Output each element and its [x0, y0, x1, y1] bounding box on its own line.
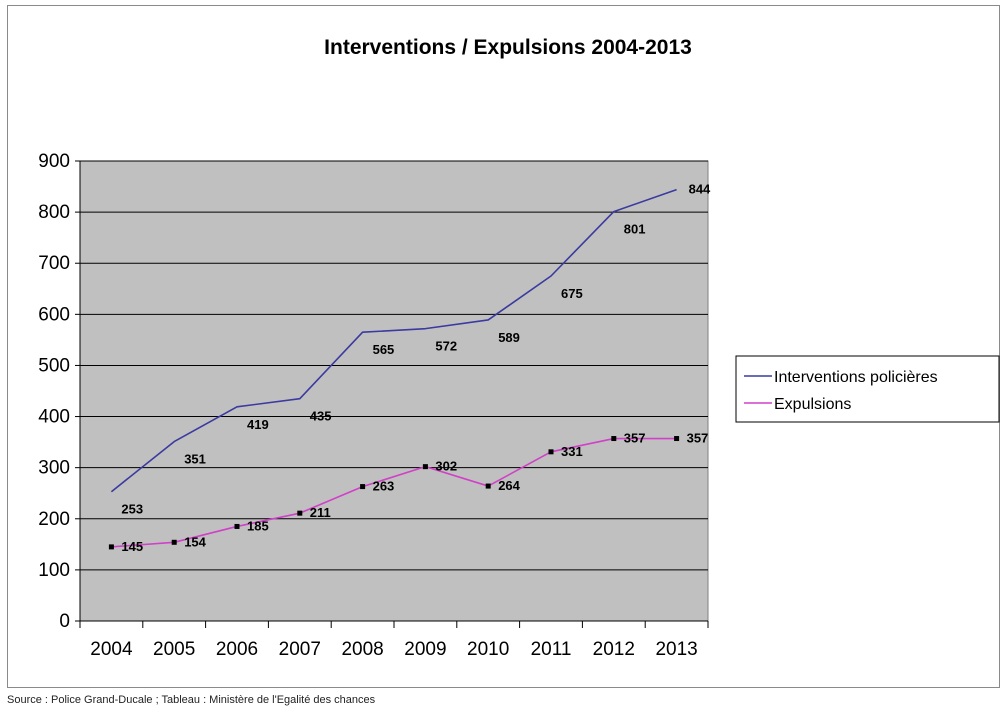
- chart-frame: Interventions / Expulsions 2004-2013 0 10…: [7, 5, 1000, 688]
- x-tick-label: 2010: [467, 639, 509, 660]
- y-tick-label: 800: [38, 202, 70, 223]
- data-point: [422, 464, 428, 470]
- data-label: 675: [561, 286, 583, 301]
- x-tick-label: 2011: [531, 639, 572, 660]
- data-label: 264: [498, 478, 520, 493]
- data-label: 154: [184, 534, 206, 549]
- data-point: [611, 436, 617, 442]
- data-label: 331: [561, 444, 583, 459]
- legend-label: Interventions policières: [774, 369, 938, 386]
- line-chart: Interventions / Expulsions 2004-2013 0 10…: [38, 36, 1000, 660]
- data-label: 145: [121, 539, 143, 554]
- data-label: 435: [310, 409, 332, 424]
- x-tick-label: 2006: [216, 639, 258, 660]
- x-tick-label: 2004: [90, 639, 133, 660]
- data-label: 572: [435, 339, 457, 354]
- source-note: Source : Police Grand-Ducale ; Tableau :…: [7, 694, 376, 706]
- data-label: 419: [247, 417, 269, 432]
- series-line-1: [111, 437, 677, 548]
- y-tick-label: 600: [38, 304, 70, 325]
- y-tick-label: 400: [38, 407, 70, 428]
- data-point: [485, 483, 491, 489]
- data-label: 844: [689, 182, 711, 197]
- data-label: 263: [373, 479, 395, 494]
- series-line-0: [110, 188, 677, 493]
- data-point: [360, 484, 366, 490]
- data-point: [297, 510, 303, 516]
- data-label: 357: [687, 431, 709, 446]
- data-point: [171, 539, 177, 545]
- chart-title: Interventions / Expulsions 2004-2013: [324, 36, 692, 59]
- y-tick-label: 500: [38, 355, 70, 376]
- y-tick-label: 0: [59, 611, 70, 632]
- plot-area: 0 100 200 300 400 500 600 700 800 900 2004 2005 2006…: [38, 151, 711, 660]
- data-label: 351: [184, 452, 206, 467]
- data-label: 211: [310, 505, 331, 520]
- data-label: 357: [624, 431, 646, 446]
- x-tick-label: 2008: [341, 639, 383, 660]
- data-label: 801: [624, 222, 646, 237]
- legend-label: Expulsions: [774, 396, 851, 413]
- data-point: [108, 544, 114, 550]
- data-label: 302: [435, 459, 457, 474]
- data-point: [674, 436, 680, 442]
- data-point: [548, 449, 554, 455]
- x-tick-label: 2009: [404, 639, 446, 660]
- data-label: 589: [498, 330, 520, 345]
- x-tick-label: 2013: [655, 639, 697, 660]
- y-tick-label: 200: [38, 509, 70, 530]
- x-tick-label: 2007: [279, 639, 321, 660]
- x-tick-label: 2005: [153, 639, 195, 660]
- y-tick-label: 900: [38, 151, 70, 172]
- data-label: 565: [373, 342, 395, 357]
- legend-box: [735, 355, 1000, 423]
- y-tick-label: 100: [38, 560, 70, 581]
- data-label: 185: [247, 518, 269, 533]
- legend: Interventions policières Expulsions: [735, 355, 1000, 423]
- data-point: [234, 523, 240, 529]
- data-label: 253: [121, 502, 143, 517]
- y-tick-label: 700: [38, 253, 70, 274]
- plot-background: [79, 160, 709, 622]
- x-tick-label: 2012: [593, 639, 635, 660]
- y-tick-label: 300: [38, 458, 70, 479]
